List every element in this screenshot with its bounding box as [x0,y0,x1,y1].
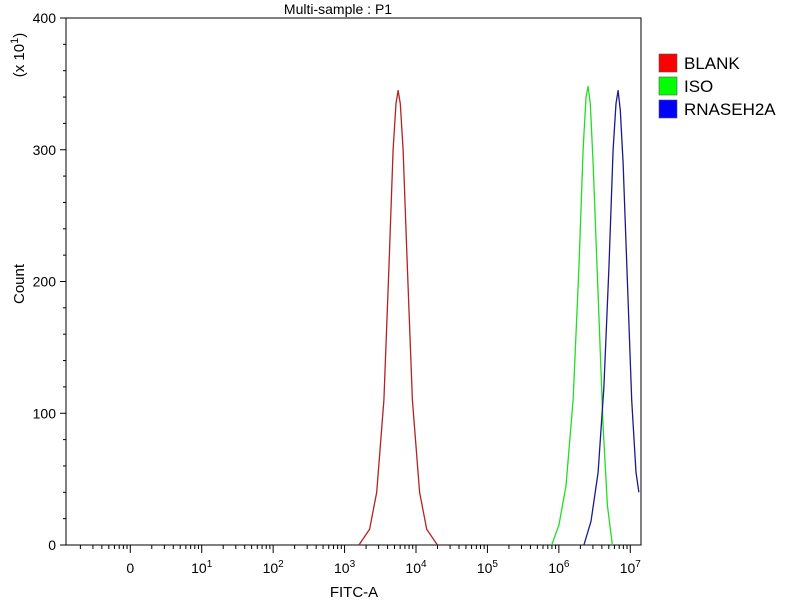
x-tick-label-7: 107 [620,559,642,576]
y-multiplier-label: (x 101) [9,33,28,77]
legend-label-rnaseh2a: RNASEH2A [684,100,776,119]
legend-label-iso: ISO [684,77,713,96]
y-tick-label-0: 0 [48,537,56,553]
x-axis-title: FITC-A [330,584,378,600]
plot-frame [65,17,642,546]
legend-label-blank: BLANK [684,54,740,73]
series-line-blank [358,89,438,546]
plot-area [358,85,640,546]
y-tick-label-4: 400 [33,10,57,26]
legend-swatch-rnaseh2a [658,99,678,119]
legend: BLANK ISO RNASEH2A [658,53,776,119]
x-tick-label-6: 106 [548,559,570,576]
x-tick-label-0: 0 [126,560,134,576]
x-tick-label-4: 104 [405,559,427,576]
chart-title: Multi-sample : P1 [284,1,392,17]
y-tick-label-2: 200 [33,274,57,290]
legend-swatch-blank [658,53,678,73]
y-tick-label-3: 300 [33,142,57,158]
x-axis: 0 101 102 103 104 105 106 107 [79,545,642,576]
series-line-iso [551,85,614,546]
x-tick-label-1: 101 [191,559,213,576]
y-axis-title: Count [11,263,28,304]
legend-swatch-iso [658,76,678,96]
x-tick-label-3: 103 [334,559,356,576]
y-axis: 0 100 200 300 400 [33,10,66,553]
x-tick-label-5: 105 [477,559,499,576]
x-tick-label-2: 102 [263,559,285,576]
y-tick-label-1: 100 [33,405,57,421]
series-line-rnaseh2a [583,89,640,546]
